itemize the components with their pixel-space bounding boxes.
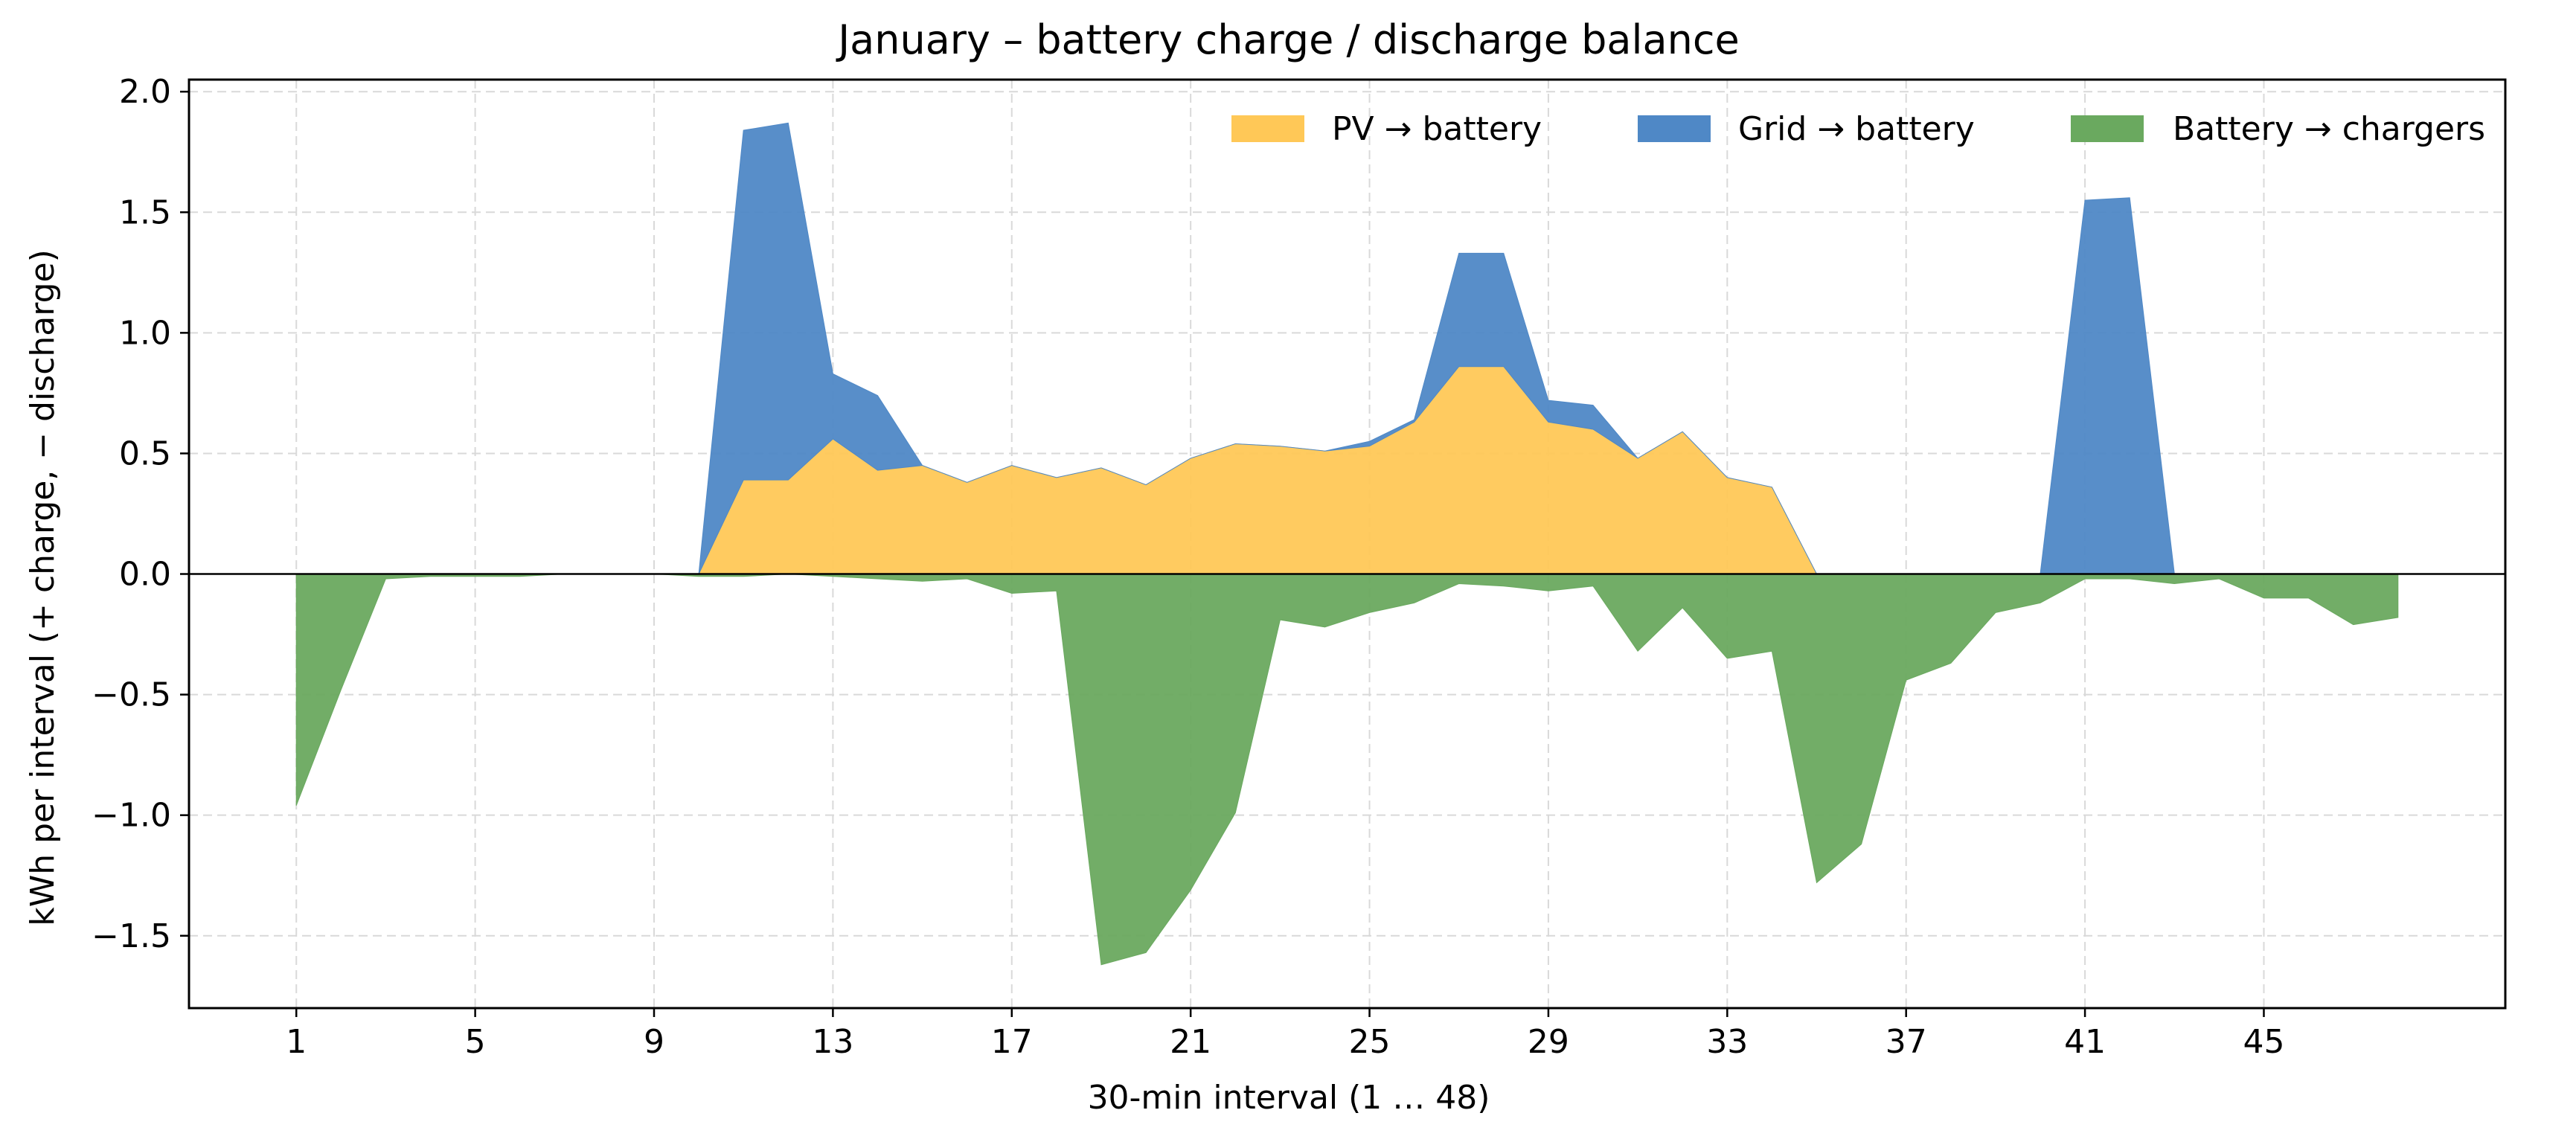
y-tick-label: 0.5 [119, 434, 171, 472]
legend: PV → battery Grid → battery Battery → char… [1231, 110, 2485, 148]
x-tick-label: 13 [812, 1023, 853, 1061]
y-axis-label: kWh per interval (+ charge, − discharge) [24, 249, 62, 926]
y-tick-label: 1.0 [119, 314, 171, 352]
x-tick-label: 41 [2064, 1023, 2106, 1061]
x-tick-label: 25 [1349, 1023, 1391, 1061]
x-tick-label: 45 [2243, 1023, 2284, 1061]
chart-title: January – battery charge / discharge bal… [836, 16, 1740, 63]
area-series-2 [295, 573, 2399, 966]
x-tick-label: 37 [1885, 1023, 1927, 1061]
x-tick-label: 1 [286, 1023, 307, 1061]
legend-swatch [1638, 115, 1711, 142]
x-axis-ticks: 1 5 9 13 17 21 25 29 33 37 41 45 [286, 1008, 2284, 1061]
x-tick-label: 5 [465, 1023, 486, 1061]
y-tick-label: −1.5 [92, 917, 171, 955]
y-axis-ticks: −1.5 −1.0 −0.5 0.0 0.5 1.0 1.5 2.0 [92, 73, 189, 955]
x-tick-label: 29 [1528, 1023, 1569, 1061]
y-tick-label: 1.5 [119, 193, 171, 231]
y-tick-label: 2.0 [119, 73, 171, 111]
x-tick-label: 21 [1170, 1023, 1211, 1061]
plot-frame [188, 78, 2507, 1010]
plot-areas [295, 122, 2399, 966]
legend-label: PV → battery [1332, 110, 1542, 148]
area-series-1 [296, 122, 2398, 574]
legend-label: Grid → battery [1738, 110, 1975, 148]
x-tick-label: 33 [1706, 1023, 1748, 1061]
y-tick-label: −1.0 [92, 797, 171, 835]
x-tick-label: 17 [991, 1023, 1033, 1061]
y-tick-label: 0.0 [119, 556, 171, 594]
y-tick-label: −0.5 [92, 676, 171, 714]
legend-label: Battery → chargers [2173, 110, 2485, 148]
legend-swatch [1231, 115, 1304, 142]
legend-swatch [2071, 115, 2144, 142]
x-axis-label: 30-min interval (1 … 48) [1088, 1079, 1490, 1117]
x-tick-label: 9 [644, 1023, 664, 1061]
